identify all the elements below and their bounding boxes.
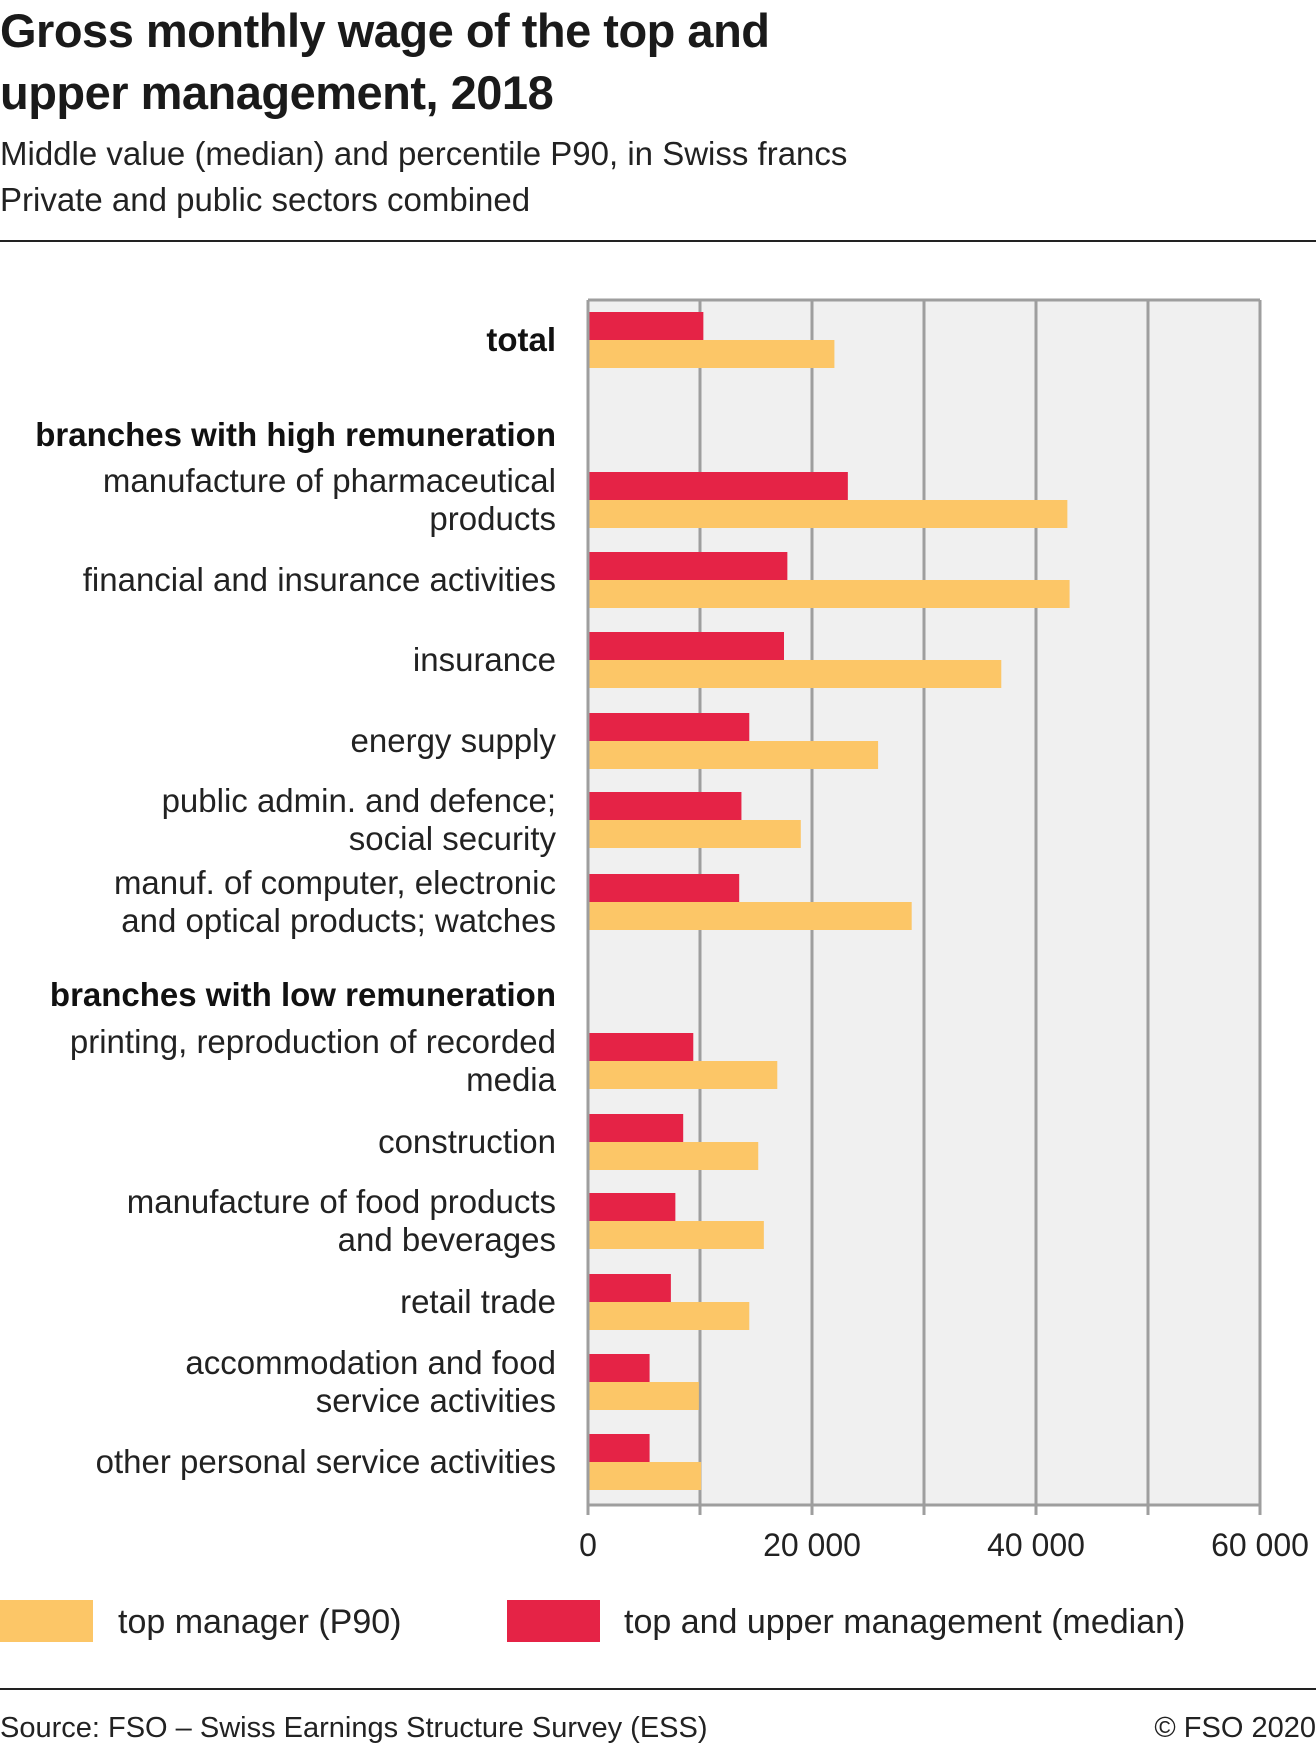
bar-median xyxy=(589,312,704,340)
subtitle-1: Middle value (median) and percentile P90… xyxy=(0,135,848,172)
legend-label-p90: top manager (P90) xyxy=(118,1603,402,1641)
bar-median xyxy=(589,472,848,500)
category-label: social security xyxy=(349,820,557,857)
bar-median xyxy=(589,1274,671,1302)
bar-p90 xyxy=(589,1462,702,1490)
category-heading: branches with low remuneration xyxy=(50,976,556,1013)
category-label: energy supply xyxy=(351,722,557,759)
subtitle-2: Private and public sectors combined xyxy=(0,181,531,218)
category-label: total xyxy=(486,321,556,358)
category-label: insurance xyxy=(413,641,556,678)
bar-p90 xyxy=(589,660,1002,688)
bar-p90 xyxy=(589,820,801,848)
title-line-1: Gross monthly wage of the top and xyxy=(0,4,770,57)
category-label: products xyxy=(429,500,556,537)
bar-p90 xyxy=(589,1142,759,1170)
source-note: Source: FSO – Swiss Earnings Structure S… xyxy=(0,1712,708,1744)
bar-median xyxy=(589,874,740,902)
bar-p90 xyxy=(589,580,1070,608)
category-label: and beverages xyxy=(338,1221,556,1258)
copyright: © FSO 2020 xyxy=(1154,1712,1316,1744)
category-label: public admin. and defence; xyxy=(162,782,556,819)
x-tick-label: 0 xyxy=(579,1527,597,1563)
bar-p90 xyxy=(589,1302,750,1330)
category-label: manuf. of computer, electronic xyxy=(114,864,556,901)
x-tick-label: 20 000 xyxy=(763,1527,861,1563)
category-label: retail trade xyxy=(400,1283,556,1320)
bar-p90 xyxy=(589,902,912,930)
chart-title: Gross monthly wage of the top and upper … xyxy=(0,0,900,124)
bar-p90 xyxy=(589,500,1068,528)
title-line-2: upper management, 2018 xyxy=(0,66,554,119)
category-label: manufacture of pharmaceutical xyxy=(103,462,556,499)
footer-divider xyxy=(0,1688,1316,1690)
category-label: manufacture of food products xyxy=(127,1183,556,1220)
bar-p90 xyxy=(589,1221,764,1249)
bar-p90 xyxy=(589,1061,778,1089)
bar-median xyxy=(589,632,784,660)
bar-p90 xyxy=(589,340,835,368)
bar-median xyxy=(589,552,788,580)
x-tick-label: 40 000 xyxy=(987,1527,1085,1563)
bar-median xyxy=(589,713,750,741)
bar-median xyxy=(589,1354,650,1382)
category-label: other personal service activities xyxy=(96,1443,556,1480)
category-label: media xyxy=(466,1061,557,1098)
bar-median xyxy=(589,1114,684,1142)
category-label: and optical products; watches xyxy=(121,902,556,939)
header-divider xyxy=(0,240,1316,242)
bar-median xyxy=(589,792,742,820)
bar-median xyxy=(589,1033,694,1061)
category-label: printing, reproduction of recorded xyxy=(70,1023,556,1060)
x-tick-label: 60 000 xyxy=(1211,1527,1309,1563)
legend-swatch-median xyxy=(507,1600,600,1642)
bar-p90 xyxy=(589,741,879,769)
category-label: service activities xyxy=(316,1382,556,1419)
category-label: accommodation and food xyxy=(185,1344,556,1381)
bar-median xyxy=(589,1434,650,1462)
legend-label-median: top and upper management (median) xyxy=(624,1603,1185,1641)
category-heading: branches with high remuneration xyxy=(35,416,556,453)
legend-swatch-p90 xyxy=(0,1600,93,1642)
bar-p90 xyxy=(589,1382,699,1410)
bar-median xyxy=(589,1193,676,1221)
category-label: construction xyxy=(378,1123,556,1160)
category-label: financial and insurance activities xyxy=(83,561,556,598)
